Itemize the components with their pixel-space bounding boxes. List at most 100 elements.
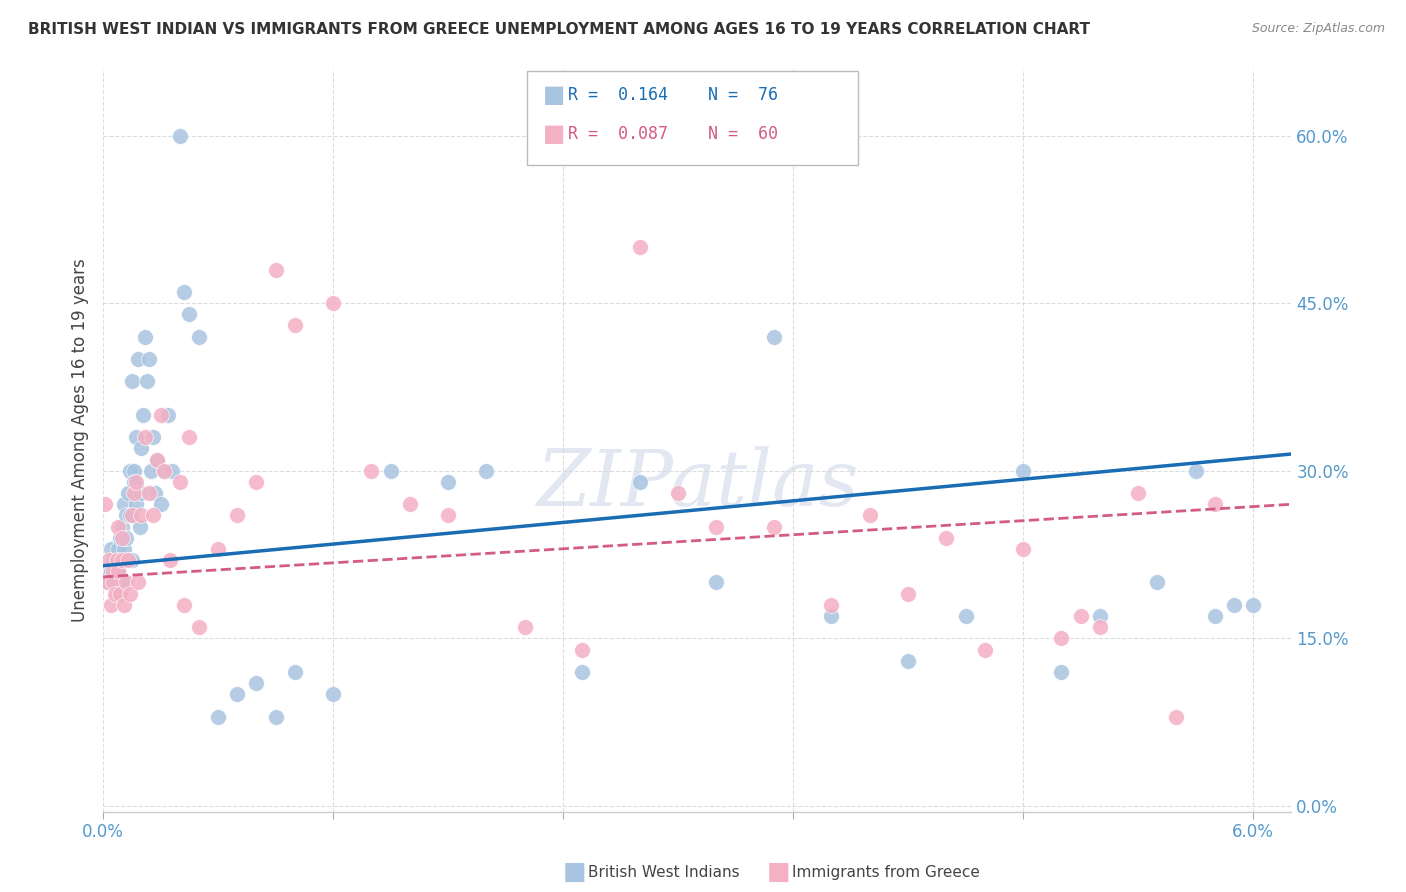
Point [143,486,166,500]
Point [173,598,195,612]
Point [101,564,124,578]
Point [1166,709,1188,723]
Point [897,654,920,668]
Point [118,587,141,601]
Point [118,508,141,523]
Point [284,665,307,679]
Point [437,475,460,489]
Text: R =  0.087    N =  60: R = 0.087 N = 60 [568,125,778,143]
Text: ■: ■ [766,861,790,884]
Point [125,475,148,489]
Point [107,564,129,578]
Point [96,570,118,584]
Point [973,642,995,657]
Point [115,508,138,523]
Point [1012,541,1035,556]
Point [628,475,651,489]
Point [762,519,785,533]
Point [571,642,593,657]
Point [179,430,201,444]
Point [111,531,134,545]
Point [360,464,382,478]
Point [131,508,153,523]
Point [104,587,127,601]
Point [149,408,172,422]
Point [475,464,498,478]
Point [104,564,127,578]
Point [97,575,120,590]
Point [122,486,145,500]
Point [121,375,143,389]
Text: ■: ■ [543,84,565,107]
Point [859,508,882,523]
Point [1204,609,1226,624]
Point [188,329,211,343]
Point [264,709,287,723]
Point [207,709,229,723]
Point [127,351,149,366]
Point [111,553,134,567]
Point [153,464,176,478]
Point [146,452,169,467]
Text: ■: ■ [543,122,565,145]
Text: Source: ZipAtlas.com: Source: ZipAtlas.com [1251,22,1385,36]
Point [101,575,124,590]
Point [134,430,156,444]
Point [1050,665,1073,679]
Point [571,665,593,679]
Point [112,598,135,612]
Point [107,564,129,578]
Point [111,553,134,567]
Point [226,687,249,701]
Point [117,553,139,567]
Point [169,475,191,489]
Point [284,318,307,333]
Point [94,497,117,511]
Point [1204,497,1226,511]
Text: BRITISH WEST INDIAN VS IMMIGRANTS FROM GREECE UNEMPLOYMENT AMONG AGES 16 TO 19 Y: BRITISH WEST INDIAN VS IMMIGRANTS FROM G… [28,22,1090,37]
Point [1223,598,1246,612]
Point [153,464,176,478]
Point [207,541,229,556]
Point [398,497,420,511]
Point [1241,598,1264,612]
Point [104,575,127,590]
Point [322,687,344,701]
Point [1146,575,1168,590]
Point [121,508,143,523]
Point [142,508,165,523]
Point [149,497,172,511]
Point [127,575,149,590]
Point [1070,609,1092,624]
Text: R =  0.164    N =  76: R = 0.164 N = 76 [568,87,778,104]
Point [437,508,460,523]
Point [169,128,191,143]
Point [1088,609,1111,624]
Point [955,609,977,624]
Point [188,620,211,634]
Point [100,598,122,612]
Point [1012,464,1035,478]
Point [111,575,134,590]
Point [112,541,135,556]
Point [100,564,122,578]
Text: Immigrants from Greece: Immigrants from Greece [792,865,980,880]
Point [157,408,180,422]
Point [107,587,129,601]
Point [122,464,145,478]
Point [118,464,141,478]
Point [107,541,129,556]
Point [179,307,201,321]
Point [1050,632,1073,646]
Point [122,475,145,489]
Point [245,475,267,489]
Point [245,676,267,690]
Point [706,519,728,533]
Point [107,519,129,533]
Point [128,519,150,533]
Point [322,296,344,310]
Point [121,553,143,567]
Point [142,430,165,444]
Point [105,575,128,590]
Point [117,486,139,500]
